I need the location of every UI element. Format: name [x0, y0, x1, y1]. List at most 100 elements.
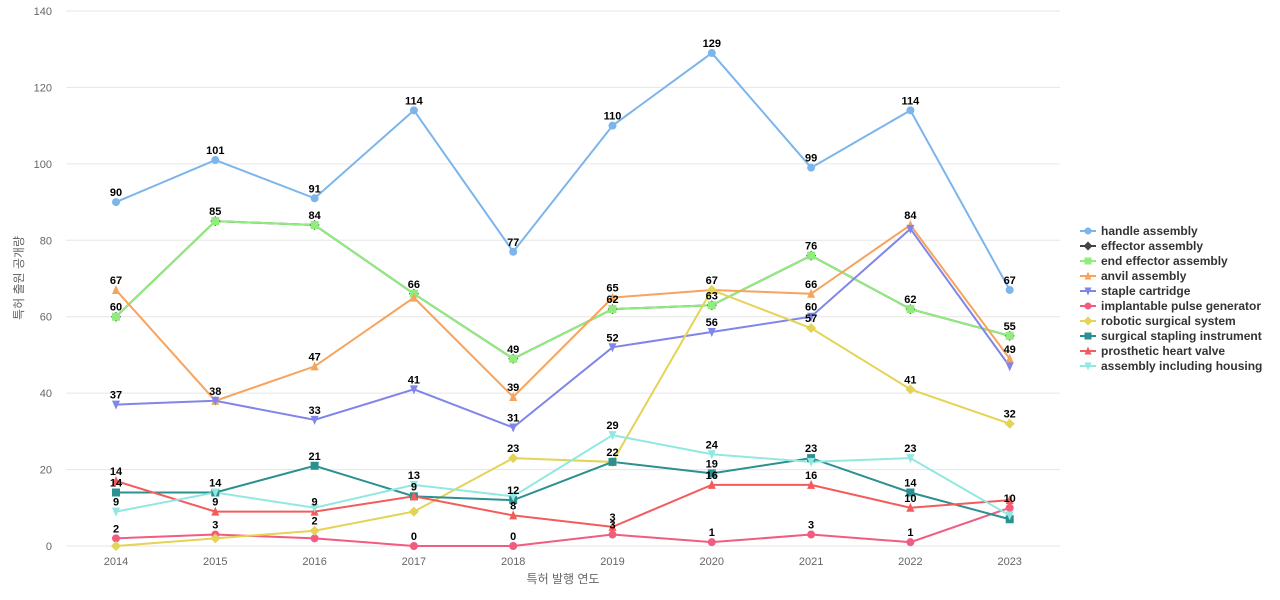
- data-point-marker: [310, 194, 319, 203]
- data-point-marker: [608, 457, 617, 466]
- data-point-marker: [1005, 331, 1014, 340]
- data-point-marker: [1005, 495, 1014, 505]
- data-label: 55: [1004, 321, 1016, 333]
- data-label: 1: [709, 527, 715, 539]
- data-label: 91: [308, 183, 320, 195]
- legend-item[interactable]: staple cartridge: [1080, 284, 1191, 298]
- data-label: 0: [510, 531, 516, 543]
- data-label: 60: [805, 302, 817, 314]
- data-label: 66: [805, 279, 817, 291]
- data-point-marker: [906, 224, 915, 234]
- data-label: 37: [110, 390, 122, 402]
- data-point-marker: [707, 49, 716, 58]
- series-line: [115, 227, 1011, 429]
- data-label: 3: [808, 520, 814, 532]
- data-point-marker: [409, 542, 418, 550]
- data-point-marker: [409, 480, 418, 490]
- data-label: 24: [706, 439, 719, 451]
- data-label: 76: [805, 241, 817, 253]
- x-axis-title: 특허 발행 연도: [527, 571, 600, 586]
- y-axis-title: 특허 출원 공개량: [12, 236, 26, 320]
- data-point-marker: [509, 247, 518, 256]
- data-point-marker: [509, 423, 518, 433]
- data-label: 14: [110, 466, 123, 478]
- data-label: 67: [706, 275, 718, 287]
- y-tick-label: 100: [34, 159, 52, 171]
- data-point-marker: [112, 198, 120, 207]
- data-point-marker: [509, 542, 518, 550]
- legend-item[interactable]: effector assembly: [1080, 239, 1203, 253]
- data-label: 3: [609, 512, 615, 524]
- legend-label: assembly including housing: [1101, 359, 1262, 373]
- data-label: 84: [904, 210, 917, 222]
- data-label: 65: [606, 283, 618, 295]
- legend-item[interactable]: prosthetic heart valve: [1080, 344, 1225, 358]
- data-point-marker: [807, 530, 816, 539]
- data-label: 63: [706, 290, 718, 302]
- data-point-marker: [906, 305, 915, 314]
- series-line: [115, 480, 1010, 528]
- y-axis-ticks: 0 20 40 60 80 100 120 140: [34, 6, 52, 553]
- data-point-marker: [408, 506, 419, 517]
- data-point-marker: [608, 305, 617, 314]
- legend-item[interactable]: anvil assembly: [1080, 269, 1187, 283]
- data-point-marker: [706, 284, 717, 295]
- legend-item[interactable]: robotic surgical system: [1080, 314, 1236, 328]
- data-point-marker: [1005, 362, 1014, 372]
- data-label: 29: [606, 420, 618, 432]
- y-tick-label: 40: [40, 388, 52, 400]
- legend-label: implantable pulse generator: [1101, 299, 1261, 313]
- data-point-marker: [509, 510, 518, 520]
- data-point-marker: [310, 503, 319, 513]
- data-point-marker: [707, 538, 716, 547]
- data-label: 23: [904, 443, 916, 455]
- data-label: 60: [110, 302, 122, 314]
- data-point-marker: [608, 292, 617, 302]
- data-label: 10: [1004, 493, 1016, 505]
- data-point-marker: [409, 292, 418, 302]
- data-label: 39: [507, 382, 519, 394]
- data-point-marker: [211, 506, 220, 516]
- legend-item[interactable]: handle assembly: [1080, 224, 1198, 238]
- data-point-marker: [608, 343, 617, 353]
- data-label: 31: [507, 413, 519, 425]
- data-label: 8: [510, 500, 516, 512]
- data-point-marker: [1084, 271, 1092, 280]
- data-point-marker: [807, 163, 816, 172]
- x-tick-label: 2015: [203, 556, 227, 568]
- y-tick-label: 20: [40, 465, 52, 477]
- data-point-marker: [211, 488, 220, 498]
- data-point-marker: [707, 301, 716, 310]
- data-point-marker: [707, 328, 716, 337]
- data-point-marker: [409, 491, 418, 501]
- data-label: 14: [110, 478, 123, 490]
- series-lines: [115, 51, 1011, 547]
- legend-label: surgical stapling instrument: [1101, 329, 1262, 343]
- data-point-marker: [112, 312, 120, 321]
- data-point-marker: [1084, 257, 1092, 265]
- x-tick-label: 2017: [402, 556, 426, 568]
- legend-item[interactable]: assembly including housing: [1080, 359, 1262, 373]
- data-point-marker: [509, 492, 518, 502]
- series-line: [115, 434, 1011, 517]
- y-tick-label: 120: [34, 82, 52, 94]
- x-tick-label: 2022: [898, 556, 922, 568]
- data-label: 56: [706, 317, 718, 329]
- data-point-marker: [906, 106, 915, 115]
- legend-label: end effector assembly: [1101, 254, 1228, 268]
- data-label: 3: [609, 520, 615, 532]
- data-label: 67: [110, 275, 122, 287]
- data-label: 85: [209, 206, 221, 218]
- data-point-marker: [310, 534, 319, 543]
- legend-item[interactable]: implantable pulse generator: [1080, 299, 1261, 313]
- legend-item[interactable]: surgical stapling instrument: [1080, 329, 1262, 343]
- data-label: 16: [805, 470, 817, 482]
- data-label: 2: [312, 516, 318, 528]
- data-label: 9: [312, 497, 318, 509]
- data-point-marker: [509, 354, 518, 363]
- data-point-marker: [112, 507, 120, 517]
- legend-item[interactable]: end effector assembly: [1080, 254, 1228, 268]
- data-point-marker: [807, 251, 816, 260]
